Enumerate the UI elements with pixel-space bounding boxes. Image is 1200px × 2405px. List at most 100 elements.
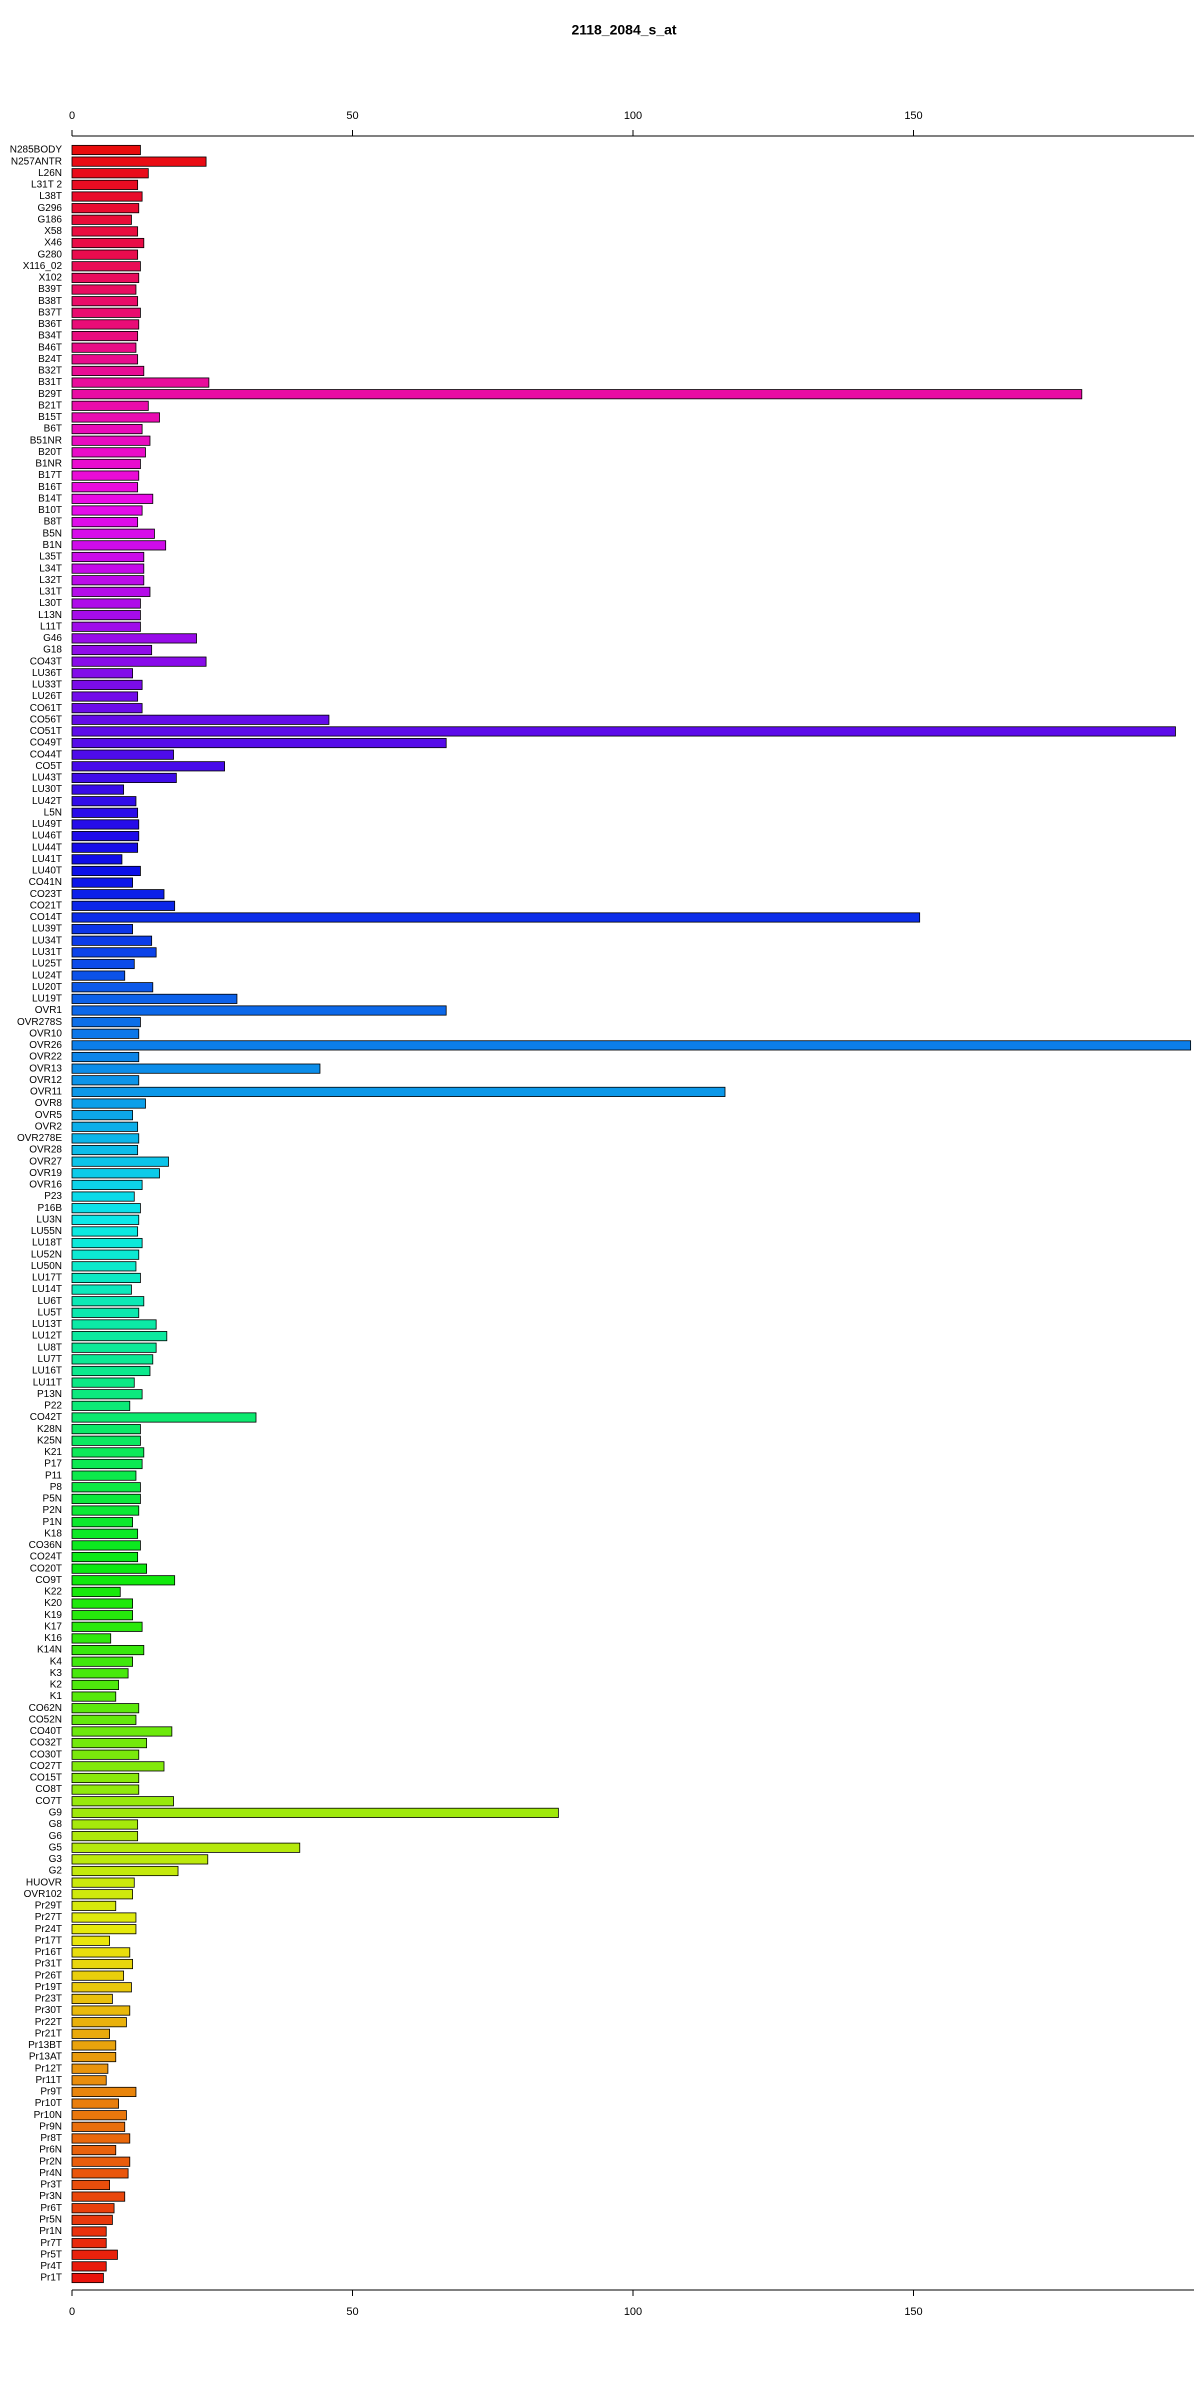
- bar: [71, 889, 165, 900]
- bar: [71, 1819, 139, 1830]
- y-tick-label: CO36N: [29, 1540, 62, 1551]
- bar: [71, 2098, 119, 2109]
- y-tick-label: Pr23T: [35, 1994, 62, 2005]
- bar: [71, 2238, 107, 2249]
- bar: [71, 1156, 169, 1167]
- y-tick-label: K21: [44, 1447, 62, 1458]
- bar: [71, 2040, 117, 2051]
- bar: [71, 1958, 133, 1970]
- y-tick-label: CO21T: [30, 900, 62, 911]
- y-tick-label: Pr31T: [35, 1959, 62, 1970]
- y-tick-label: Pr17T: [35, 1935, 62, 1946]
- bar: [71, 354, 139, 365]
- y-tick-label: L30T: [39, 598, 62, 609]
- bar: [71, 1668, 129, 1679]
- bar: [71, 714, 330, 725]
- bar: [71, 168, 149, 179]
- y-tick-label: LU16T: [32, 1366, 62, 1377]
- y-tick-label: B32T: [38, 366, 62, 377]
- y-tick-label: Pr3N: [39, 2191, 62, 2202]
- bar: [71, 563, 145, 574]
- y-tick-label: P8: [50, 1482, 63, 1493]
- y-tick-label: OVR12: [29, 1075, 62, 1086]
- y-tick-label: Pr16T: [35, 1947, 62, 1958]
- bar: [71, 2145, 117, 2156]
- bar: [71, 947, 157, 958]
- y-tick-label: Pr5T: [40, 2249, 62, 2260]
- y-tick-label: CO20T: [30, 1563, 62, 1574]
- y-tick-label: LU14T: [32, 1284, 62, 1295]
- bar: [71, 621, 141, 632]
- bar: [71, 1191, 135, 1202]
- bar: [71, 1842, 301, 1853]
- bar: [71, 1691, 117, 1702]
- bar: [71, 1726, 173, 1737]
- y-tick-label: CO23T: [30, 889, 62, 900]
- y-tick-label: OVR1: [35, 1005, 63, 1016]
- bar: [71, 831, 140, 842]
- bar: [71, 1133, 140, 1144]
- y-tick-label: B6T: [44, 424, 62, 435]
- bar: [71, 1528, 139, 1539]
- y-tick-label: Pr1N: [39, 2226, 62, 2237]
- y-tick-label: Pr24T: [35, 1924, 62, 1935]
- y-tick-label: LU17T: [32, 1273, 62, 1284]
- x-tick-label: 150: [904, 110, 922, 122]
- bar: [71, 668, 133, 679]
- bar: [71, 819, 140, 830]
- bar: [71, 2133, 131, 2144]
- bar: [71, 854, 123, 865]
- bar: [71, 1924, 137, 1935]
- y-tick-label: P22: [44, 1401, 62, 1412]
- bar: [71, 1040, 1192, 1051]
- y-tick-label: P1N: [43, 1517, 62, 1528]
- y-tick-label: Pr13AT: [29, 2052, 62, 2063]
- bar: [71, 2249, 118, 2260]
- bar: [71, 1854, 209, 1865]
- bar: [71, 1389, 143, 1400]
- y-tick-label: LU13T: [32, 1319, 62, 1330]
- bar: [71, 1645, 145, 1656]
- y-tick-label: CO14T: [30, 912, 62, 923]
- y-tick-label: G46: [43, 633, 62, 644]
- y-tick-label: LU39T: [32, 924, 62, 935]
- bar: [71, 865, 141, 877]
- y-tick-label: B51NR: [30, 435, 62, 446]
- y-tick-label: G186: [38, 214, 63, 225]
- bar: [71, 1563, 148, 1574]
- y-tick-label: L5N: [44, 807, 62, 818]
- y-tick-label: G280: [38, 249, 63, 260]
- y-tick-label: Pr22T: [35, 2017, 62, 2028]
- y-tick-label: L13N: [38, 610, 62, 621]
- y-tick-label: LU33T: [32, 680, 62, 691]
- bar: [71, 1238, 143, 1249]
- bar: [71, 307, 141, 318]
- bar: [71, 424, 143, 435]
- y-tick-label: LU30T: [32, 784, 62, 795]
- y-tick-label: OVR5: [35, 1110, 63, 1121]
- y-tick-label: CO40T: [30, 1726, 62, 1737]
- bar: [71, 1540, 141, 1551]
- y-tick-label: L31T 2: [31, 180, 62, 191]
- y-tick-label: X116_02: [23, 261, 63, 272]
- bar: [71, 1831, 139, 1842]
- y-tick-label: B38T: [38, 296, 62, 307]
- bar: [71, 1226, 139, 1237]
- y-tick-label: OVR27: [29, 1156, 62, 1167]
- y-tick-label: Pr7T: [40, 2238, 62, 2249]
- bar: [71, 807, 139, 818]
- y-tick-label: G9: [49, 1808, 63, 1819]
- y-tick-label: B17T: [38, 470, 62, 481]
- y-tick-label: B37T: [38, 307, 62, 318]
- bar: [71, 1249, 140, 1260]
- y-tick-label: CO9T: [35, 1575, 62, 1586]
- y-tick-label: L32T: [39, 575, 62, 586]
- bar: [71, 1296, 145, 1307]
- y-tick-label: LU50N: [31, 1261, 62, 1272]
- y-tick-label: CO56T: [30, 714, 62, 725]
- y-tick-label: CO8T: [35, 1784, 62, 1795]
- bar: [71, 1586, 121, 1597]
- bar: [71, 761, 225, 772]
- bar: [71, 633, 197, 644]
